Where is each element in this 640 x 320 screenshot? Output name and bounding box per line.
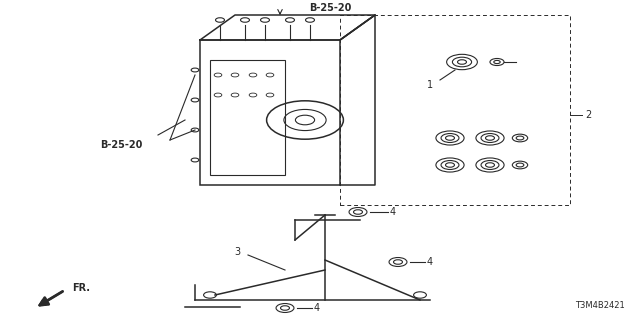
- Text: 4: 4: [427, 257, 433, 267]
- Text: 3: 3: [234, 247, 240, 257]
- Text: 4: 4: [390, 207, 396, 217]
- Text: B-25-20: B-25-20: [309, 3, 351, 13]
- Text: 4: 4: [314, 303, 320, 313]
- Text: FR.: FR.: [72, 283, 90, 293]
- Bar: [210, 60, 285, 175]
- Text: 2: 2: [585, 110, 591, 120]
- Bar: [200, 40, 340, 185]
- Text: T3M4B2421: T3M4B2421: [575, 301, 625, 310]
- Text: 1: 1: [427, 80, 433, 90]
- Text: B-25-20: B-25-20: [100, 140, 142, 150]
